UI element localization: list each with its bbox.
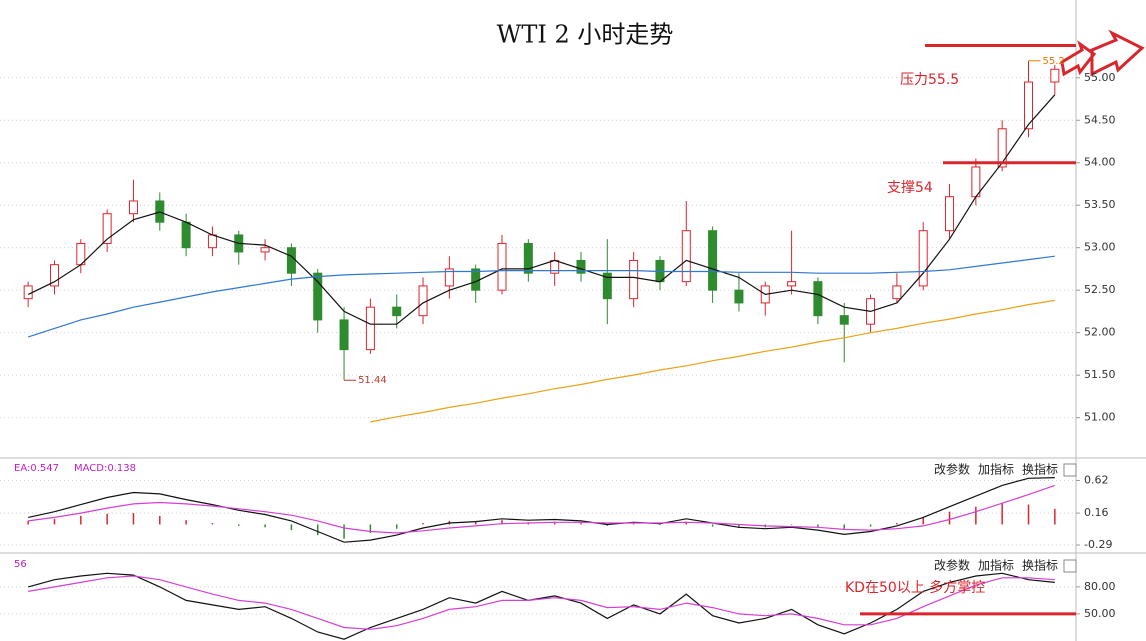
candle-body (444, 268, 454, 287)
y-tick-label: 52.00 (1084, 326, 1116, 339)
candle-body (681, 230, 691, 283)
y-tick-label: 54.50 (1084, 113, 1116, 126)
y-tick-label: -0.29 (1084, 538, 1112, 551)
candle-body (550, 259, 560, 274)
candle-body (839, 315, 849, 325)
candle-body (629, 259, 639, 300)
candle-body (497, 242, 507, 291)
candle-body (1024, 81, 1034, 130)
indicator-line (28, 484, 1055, 534)
y-tick-label: 0.62 (1084, 473, 1109, 486)
indicator-line (28, 572, 1055, 640)
indicator-line (28, 255, 1055, 338)
arrow-icon (1090, 29, 1145, 77)
annotation: 压力55.5 (900, 72, 959, 88)
candle-body (471, 268, 481, 291)
indicator-line (27, 94, 1056, 325)
toolbar-button[interactable]: 加指标 (978, 462, 1014, 477)
candle-body (102, 213, 112, 244)
candle-body (207, 234, 217, 249)
y-tick-label: 51.00 (1084, 411, 1116, 424)
y-tick-label: 0.16 (1084, 506, 1109, 519)
y-tick-label: 53.50 (1084, 198, 1116, 211)
toolbar-button[interactable]: 改参数 (934, 558, 970, 573)
candle-body (313, 272, 323, 321)
candle-body (23, 285, 33, 300)
candle-body (418, 285, 428, 317)
annotation: 支撑54 (887, 180, 933, 196)
candle-body (813, 281, 823, 317)
candle-body (734, 289, 744, 304)
y-tick-label: 54.00 (1084, 156, 1116, 169)
candle-body (997, 128, 1007, 168)
toolbar-button[interactable]: 加指标 (978, 558, 1014, 573)
candle-body (49, 264, 59, 287)
toolbar-button[interactable]: 换指标 (1022, 558, 1058, 573)
indicator-line (28, 575, 1055, 630)
chart-title: WTI 2 小时走势 (497, 21, 674, 49)
y-tick-label: 55.00 (1084, 71, 1116, 84)
candle-body (945, 196, 955, 232)
annotation: KD在50以上 多方掌控 (845, 579, 985, 596)
arrow-icon (1060, 40, 1097, 77)
y-tick-label: 53.00 (1084, 241, 1116, 254)
candle-body (181, 221, 191, 249)
min-label: 51.44 (358, 375, 387, 386)
legend-label: MACD:0.138 (74, 463, 136, 474)
candle-body (286, 247, 296, 274)
y-tick-label: 51.50 (1084, 368, 1116, 381)
close-button[interactable] (1063, 463, 1077, 477)
toolbar-button[interactable]: 换指标 (1022, 462, 1058, 477)
candle-body (260, 247, 270, 253)
candle-body (892, 285, 902, 300)
candle-body (523, 242, 533, 274)
candle-body (602, 272, 612, 300)
close-button[interactable] (1063, 559, 1077, 573)
y-tick-label: 80.00 (1084, 580, 1116, 593)
y-tick-label: 52.50 (1084, 283, 1116, 296)
candle-body (1050, 68, 1060, 83)
candle-body (339, 319, 349, 351)
candle-body (392, 306, 402, 317)
candle-body (365, 306, 375, 351)
legend-label: 56 (14, 559, 27, 570)
toolbar-button[interactable]: 改参数 (934, 462, 970, 477)
legend-label: EA:0.547 (14, 463, 59, 474)
candle-body (787, 281, 797, 287)
candle-body (576, 259, 586, 274)
candle-body (128, 200, 138, 215)
candle-body (918, 230, 928, 287)
indicator-line (28, 477, 1055, 543)
y-tick-label: 50.00 (1084, 607, 1116, 620)
indicator-line (370, 299, 1055, 423)
max-label: 55.2 (1043, 56, 1065, 67)
candle-body (708, 230, 718, 291)
